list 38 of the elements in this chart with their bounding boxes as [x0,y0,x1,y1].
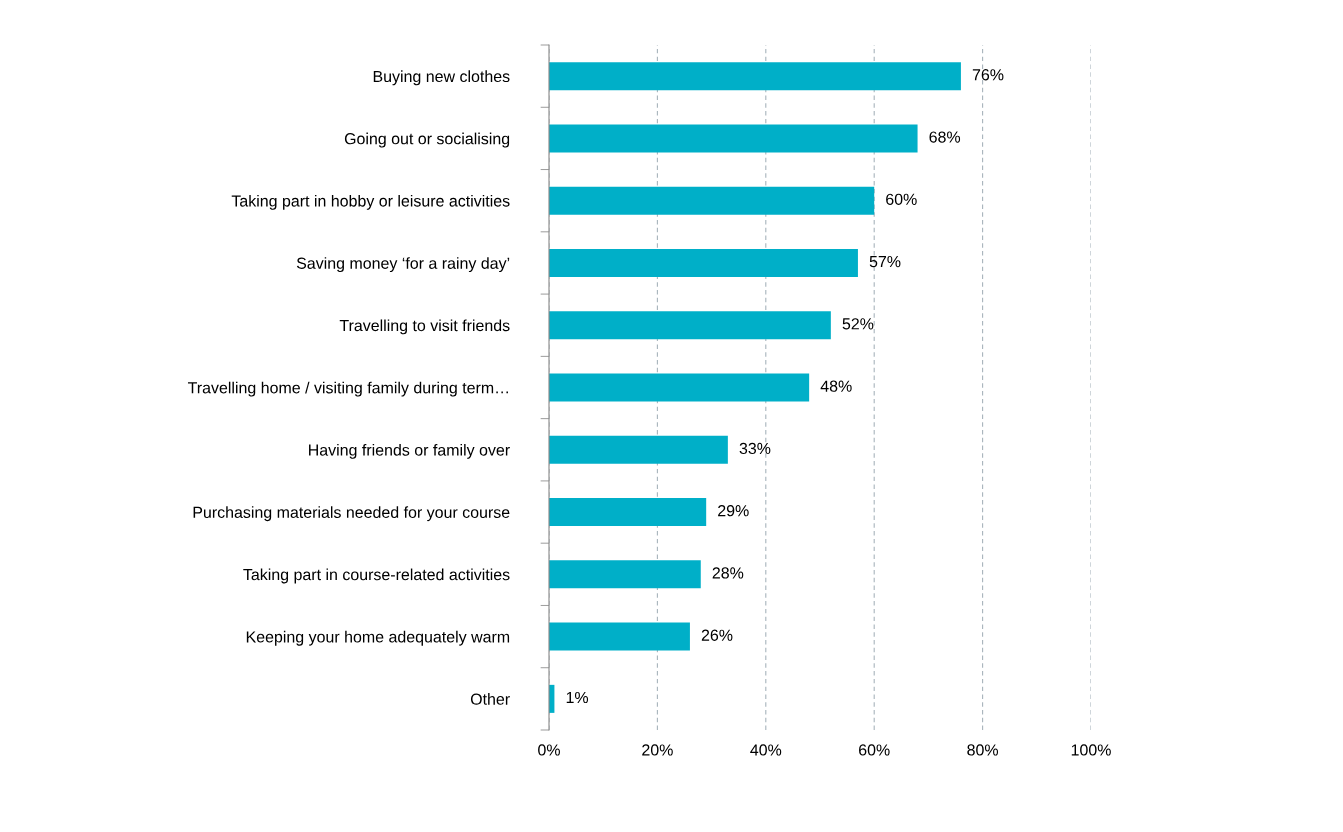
data-label: 52% [842,318,874,330]
y-tick-label: Purchasing materials needed for your course [193,506,510,522]
bar [549,62,961,91]
x-tick-label: 0% [538,744,560,756]
bar [549,560,701,589]
data-label: 33% [739,442,771,455]
x-tick-label: 80% [967,744,999,756]
bar [549,622,690,651]
bar [549,186,875,215]
y-tick-label: Taking part in course-related activities [243,568,510,584]
y-tick-label: Going out or socialising [344,132,510,148]
y-tick-label: Travelling to visit friends [339,319,510,335]
data-label: 29% [718,505,749,517]
bar [549,248,858,277]
x-tick-label: 60% [859,744,890,756]
data-label: 68% [929,131,961,143]
data-label: 57% [869,256,901,268]
y-tick-label: Saving money ‘for a rainy day’ [296,257,510,273]
data-label: 28% [712,567,744,579]
y-tick-label: Keeping your home adequately warm [246,630,510,646]
y-tick-label: Having friends or family over [309,443,510,459]
bar [549,373,810,402]
data-label: 60% [886,193,917,205]
y-tick-label: Travelling home / visiting family during term… [187,381,508,397]
y-tick-label: Other [470,693,510,705]
x-tick-label: 20% [642,744,673,756]
bar [549,311,831,340]
data-label: 1% [566,691,589,704]
x-tick-label: 40% [750,744,782,756]
data-label: 26% [701,629,733,641]
x-tick-label: 100% [1071,744,1111,756]
bar [549,498,707,527]
data-label: 48% [820,380,852,392]
y-tick-label: Buying new clothes [373,70,510,86]
bar [549,124,918,153]
y-tick-label: Taking part in hobby or leisure activities [231,194,510,210]
bar [549,435,728,464]
data-label: 76% [972,69,1004,81]
